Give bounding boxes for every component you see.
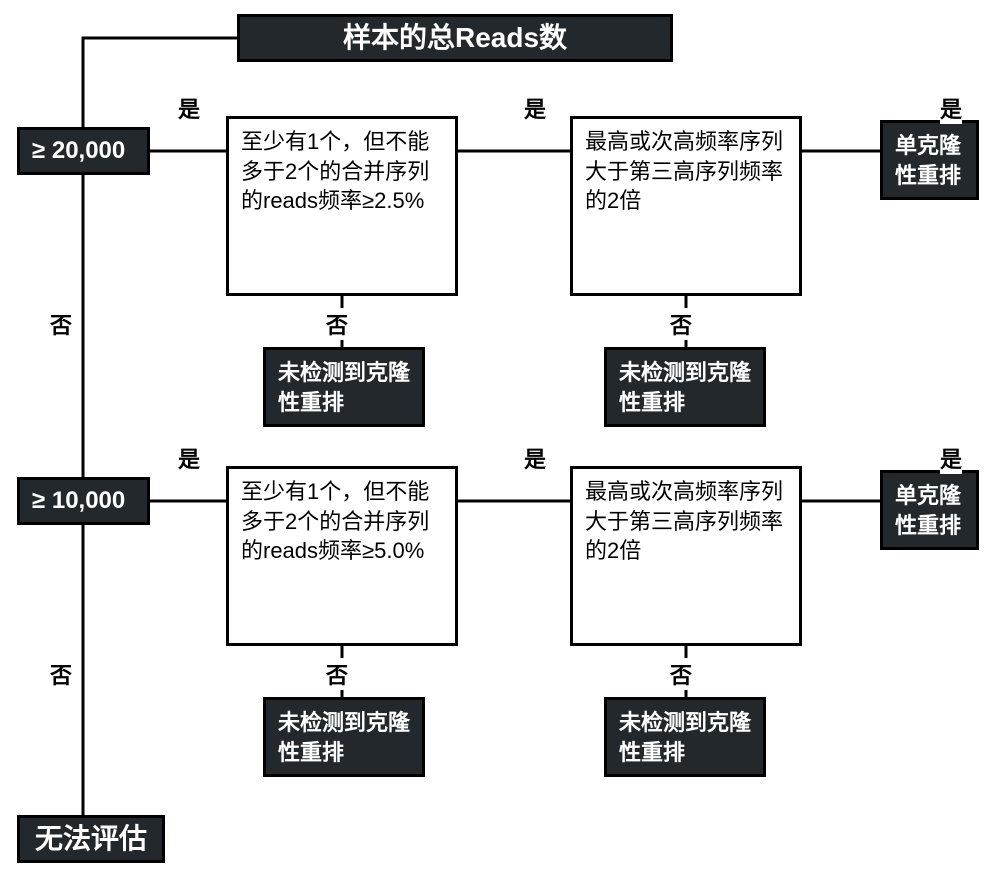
node-threshold-20000: ≥ 20,000 bbox=[17, 127, 150, 175]
edge-label-no-left2: 否 bbox=[50, 658, 72, 690]
node-condition-1a: 至少有1个，但不能多于2个的合并序列的reads频率≥2.5% bbox=[226, 116, 458, 296]
edge-label-no-left1: 否 bbox=[50, 308, 72, 340]
node-result-monoclonal-2: 单克隆性重排 bbox=[880, 470, 979, 550]
node-title: 样本的总Reads数 bbox=[237, 14, 673, 62]
edge-label-yes-1b: 是 bbox=[524, 92, 546, 124]
edge-label-yes-1c: 是 bbox=[940, 92, 962, 124]
edge-label-yes-2c: 是 bbox=[940, 442, 962, 474]
edge-label-yes-2b: 是 bbox=[524, 442, 546, 474]
node-condition-2b: 最高或次高频率序列大于第三高序列频率的2倍 bbox=[570, 466, 802, 646]
edge-label-no-1a: 否 bbox=[326, 308, 348, 340]
edge-label-yes-1: 是 bbox=[178, 92, 200, 124]
edge-label-no-2b: 否 bbox=[670, 658, 692, 690]
node-no-clonal-2b: 未检测到克隆性重排 bbox=[604, 697, 766, 777]
node-no-clonal-1a: 未检测到克隆性重排 bbox=[263, 347, 425, 427]
node-threshold-10000: ≥ 10,000 bbox=[17, 477, 150, 525]
edge-label-no-1b: 否 bbox=[670, 308, 692, 340]
node-result-monoclonal-1: 单克隆性重排 bbox=[880, 120, 979, 200]
node-no-clonal-2a: 未检测到克隆性重排 bbox=[263, 697, 425, 777]
node-condition-1b: 最高或次高频率序列大于第三高序列频率的2倍 bbox=[570, 116, 802, 296]
flowchart-stage: 样本的总Reads数 ≥ 20,000 至少有1个，但不能多于2个的合并序列的r… bbox=[0, 0, 1000, 879]
node-condition-2a: 至少有1个，但不能多于2个的合并序列的reads频率≥5.0% bbox=[226, 466, 458, 646]
edge-label-no-2a: 否 bbox=[326, 658, 348, 690]
node-no-clonal-1b: 未检测到克隆性重排 bbox=[604, 347, 766, 427]
edge-label-yes-2: 是 bbox=[178, 442, 200, 474]
node-cannot-evaluate: 无法评估 bbox=[17, 815, 165, 863]
flowchart-edges bbox=[0, 0, 1000, 879]
